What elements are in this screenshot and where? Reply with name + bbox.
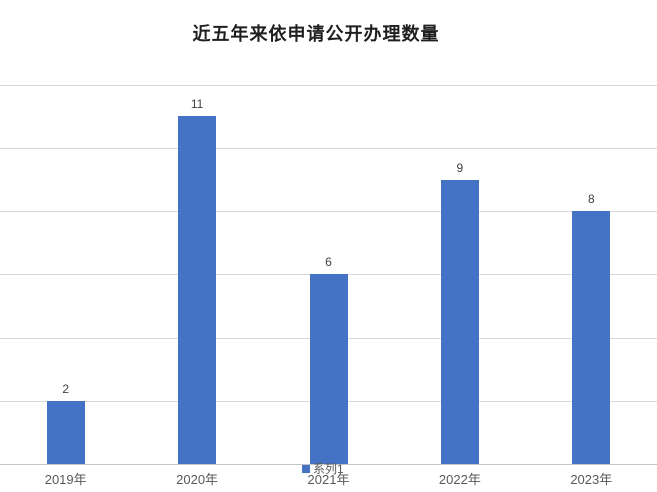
legend: 系列1 — [302, 460, 344, 477]
x-axis-label-2020年: 2020年 — [176, 472, 219, 487]
data-label-2021年: 6 — [325, 255, 332, 270]
gridline — [0, 84, 657, 86]
x-axis-label-2019年: 2019年 — [44, 472, 87, 487]
data-label-2022年: 9 — [456, 160, 464, 175]
chart-title: 近五年来依申请公开办理数量 — [192, 24, 440, 44]
legend-label: 系列1 — [313, 462, 344, 476]
x-axis-label-2023年: 2023年 — [570, 472, 613, 487]
data-label-2023年: 8 — [587, 192, 595, 207]
x-axis-label-2022年: 2022年 — [438, 472, 481, 487]
x-axis-label-2021年: 2021年 — [307, 472, 350, 487]
data-label-2019年: 2 — [62, 381, 70, 396]
bar-2019年 — [46, 400, 85, 464]
bar-2021年 — [309, 274, 348, 464]
gridline — [0, 148, 657, 149]
x-axis-line — [0, 464, 657, 465]
legend-swatch-icon — [302, 464, 310, 473]
data-label-2020年: 11 — [190, 97, 204, 112]
bar-2020年 — [178, 116, 217, 464]
bar-2022年 — [440, 179, 479, 464]
bar-2023年 — [572, 211, 611, 464]
gridline — [0, 211, 657, 213]
